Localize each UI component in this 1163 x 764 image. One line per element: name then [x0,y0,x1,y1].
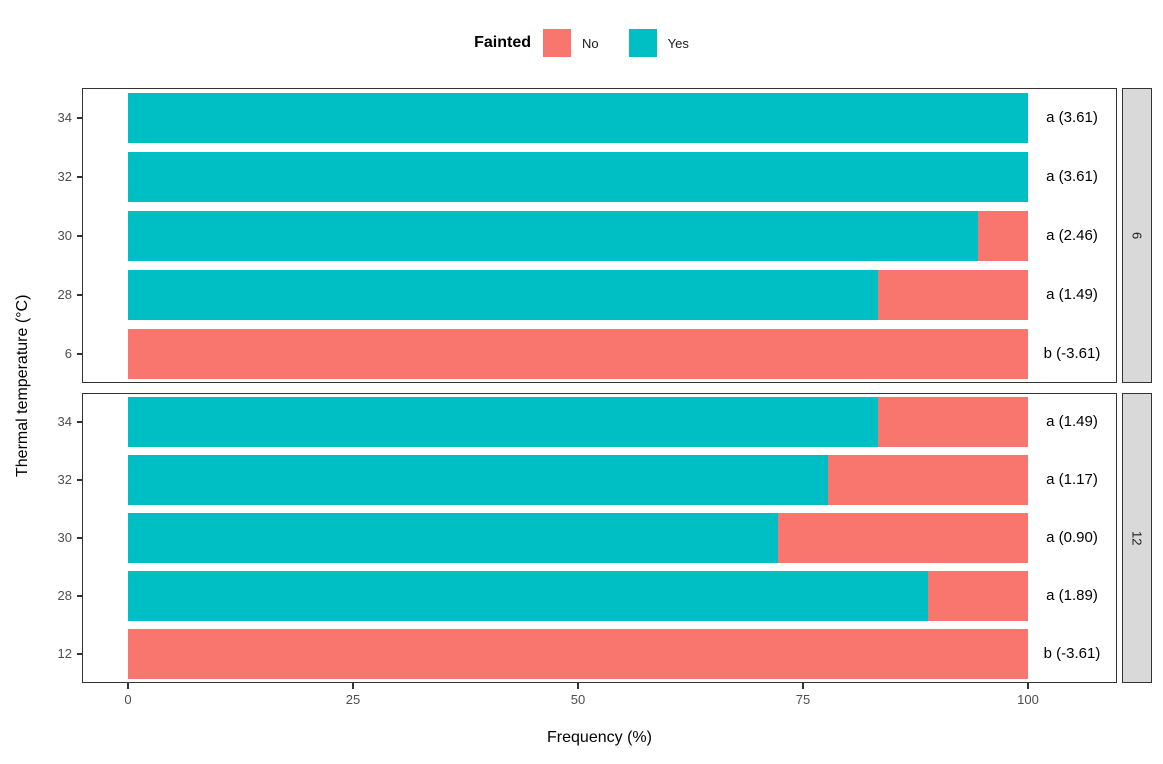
bar-segment-no [828,455,1028,505]
legend-swatch-no [543,29,572,57]
y-tick-mark [77,293,82,296]
bar-segment-no [928,571,1028,621]
legend: Fainted No Yes [0,26,1163,60]
x-tick-mark [127,683,129,689]
y-tick-label: 12 [57,646,72,661]
facet-strip-6: 6 [1122,88,1152,383]
bar-segment-yes [128,513,778,563]
bar-segment-yes [128,397,878,447]
legend-title: Fainted [474,34,532,51]
y-tick-label: 30 [57,530,72,545]
y-tick-label: 28 [57,286,72,302]
x-tick-mark [1027,683,1029,689]
legend-label-no: No [582,35,599,51]
x-tick-label: 50 [570,692,586,707]
bar-segment-yes [128,151,1028,202]
y-tick-mark [77,595,82,597]
y-tick-label: 6 [64,345,72,361]
x-tick-label: 75 [795,692,811,707]
facet-panel-12: a (1.49) a (1.17) a (0.90) a (1.89) b (-3.61… [82,393,1117,683]
y-tick-mark [77,479,82,481]
bar-segment-no [977,210,1028,261]
bar-annotation: a (3.61) [1046,167,1098,185]
legend-swatch-yes [628,29,657,57]
y-tick-label: 34 [57,109,72,125]
x-tick-mark [577,683,579,689]
bar-annotation: a (3.61) [1046,108,1098,126]
bar-segment-yes [128,269,878,320]
y-tick-mark [77,175,82,178]
y-tick-label: 32 [57,472,72,487]
legend-label-yes: Yes [667,35,689,51]
facet-strip-12: 12 [1122,393,1152,683]
x-tick-label: 25 [345,692,361,707]
y-tick-mark [77,653,82,655]
bar-annotation: b (-3.61) [1043,645,1101,662]
bar-annotation: b (-3.61) [1043,344,1101,362]
bar-annotation: a (1.49) [1046,285,1098,303]
bar-annotation: a (1.49) [1046,413,1098,430]
y-tick-mark [77,421,82,423]
bar-segment-no [777,513,1028,563]
y-tick-mark [77,234,82,237]
y-tick-mark [77,537,82,539]
bar-segment-no [877,397,1028,447]
bar-annotation: a (0.90) [1046,529,1098,546]
x-tick-label: 100 [1017,692,1039,707]
x-tick-label: 0 [124,692,132,707]
x-axis-title: Frequency (%) [547,729,652,746]
y-tick-mark [77,352,82,355]
bar-segment-yes [128,571,929,621]
bar-annotation: a (1.89) [1046,587,1098,604]
bar-segment-yes [128,92,1028,143]
x-tick-mark [802,683,804,689]
y-tick-label: 28 [57,588,72,603]
facet-panel-6: a (3.61) a (3.61) a (2.46) a (1.49) b (-3.61… [82,88,1117,383]
bar-segment-no [128,629,1028,679]
bar-segment-no [128,328,1028,379]
bar-segment-yes [128,455,829,505]
bar-segment-yes [128,210,978,261]
y-tick-label: 30 [57,227,72,243]
y-tick-label: 34 [57,414,72,429]
y-tick-mark [77,116,82,119]
y-tick-label: 32 [57,168,72,184]
x-tick-mark [352,683,354,689]
bar-annotation: a (1.17) [1046,471,1098,488]
bar-annotation: a (2.46) [1046,226,1098,244]
bar-segment-no [877,269,1028,320]
